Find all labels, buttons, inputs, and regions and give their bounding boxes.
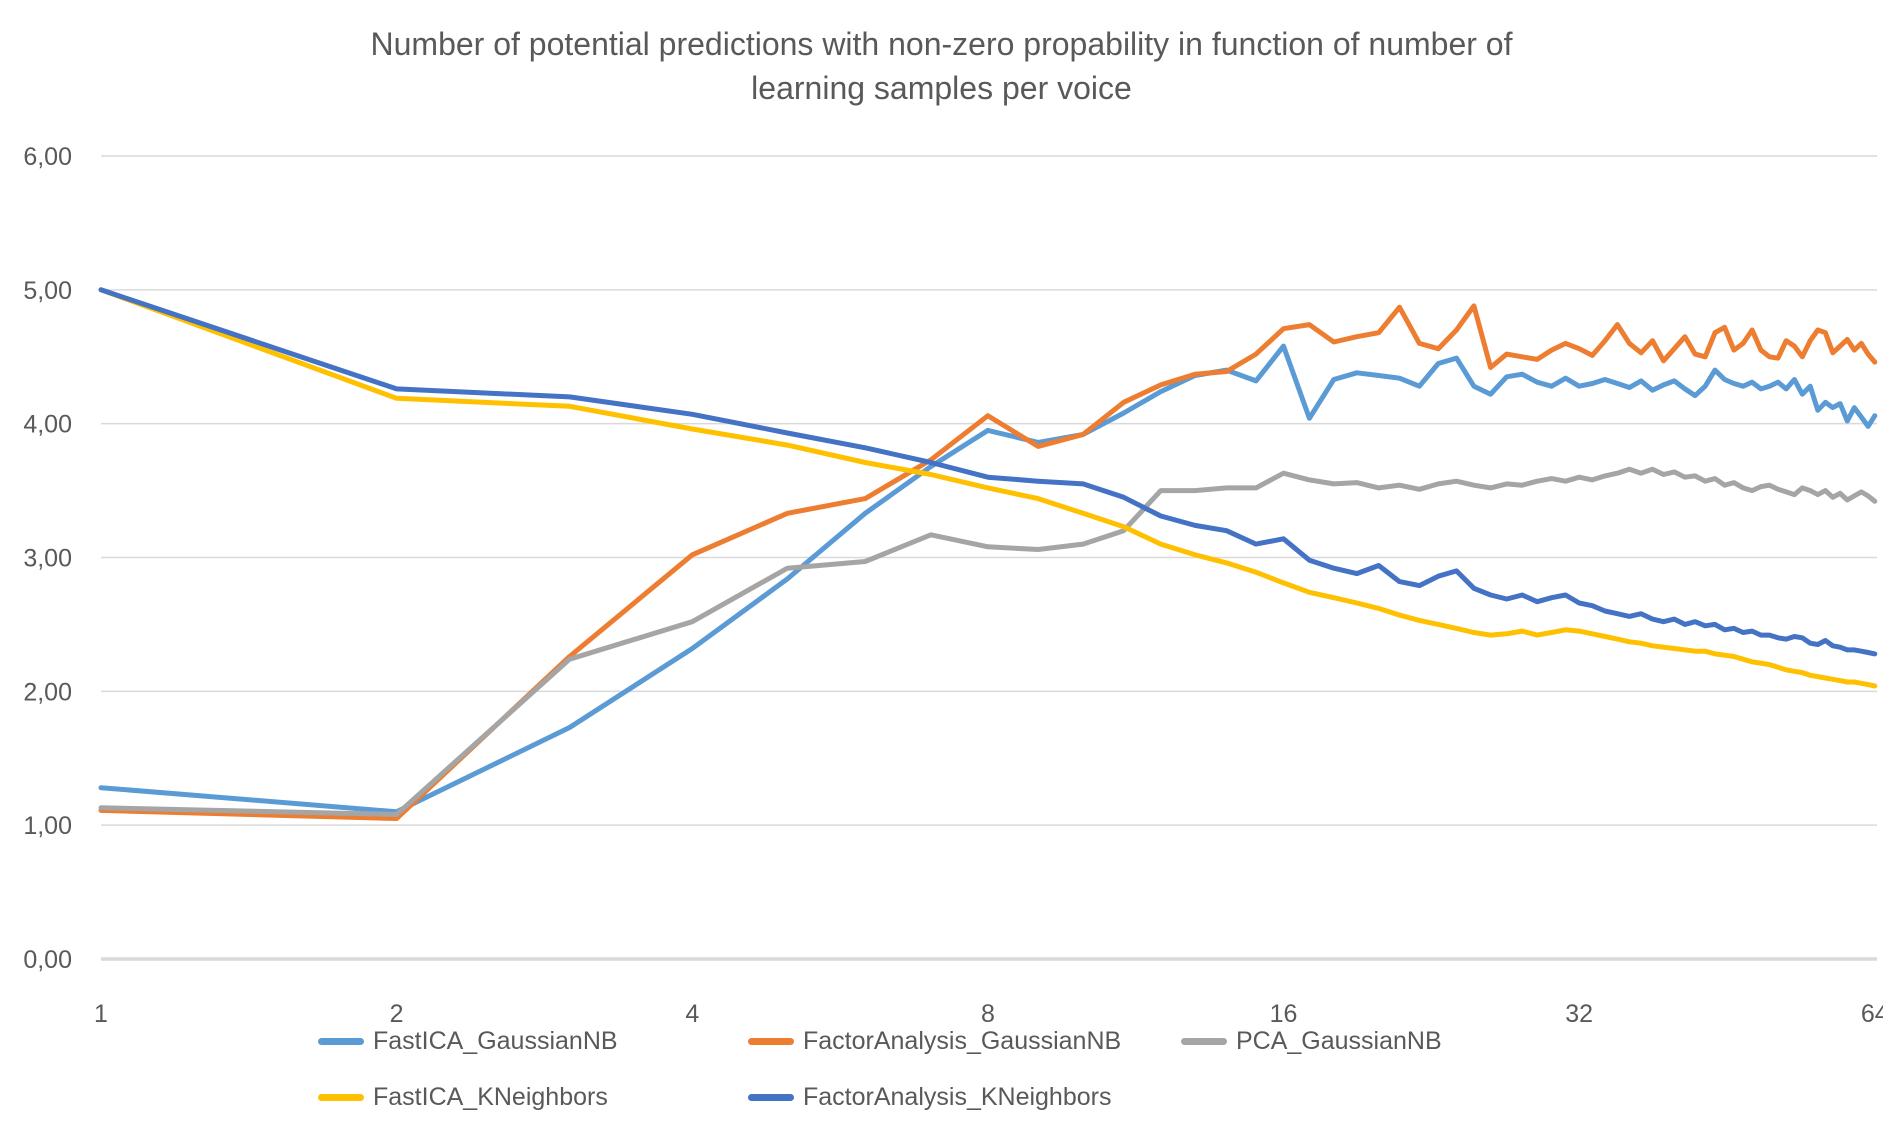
series-line-FastICA_GaussianNB (98, 343, 1878, 815)
legend-item-FastICA_GaussianNB: FastICA_GaussianNB (318, 1026, 618, 1056)
chart-title: Number of potential predictions with non… (0, 22, 1883, 110)
legend-item-label: FastICA_GaussianNB (373, 1026, 618, 1055)
series-line-FactorAnalysis_KNeighbors (98, 287, 1878, 657)
legend-item-label: FactorAnalysis_GaussianNB (803, 1026, 1122, 1055)
y-axis-tick-label: 3,00 (23, 545, 72, 573)
y-axis-tick-label: 6,00 (23, 143, 72, 171)
x-axis-tick-label: 32 (1565, 1000, 1593, 1028)
legend-line-marker-icon (748, 1037, 794, 1045)
y-axis-tick-label: 1,00 (23, 812, 72, 840)
x-axis-tick-label: 16 (1270, 1000, 1298, 1028)
series-line-PCA_GaussianNB (98, 466, 1878, 817)
legend-line-marker-icon (748, 1093, 794, 1101)
y-axis-tick-label: 4,00 (23, 411, 72, 439)
legend-item-FactorAnalysis_KNeighbors: FactorAnalysis_KNeighbors (748, 1082, 1111, 1112)
y-axis-tick-label: 0,00 (23, 946, 72, 974)
legend-item-label: PCA_GaussianNB (1236, 1026, 1442, 1055)
x-axis-tick-label: 2 (390, 1000, 404, 1028)
series-line-FactorAnalysis_GaussianNB (98, 303, 1878, 821)
legend-line-marker-icon (318, 1037, 364, 1045)
legend-item-PCA_GaussianNB: PCA_GaussianNB (1181, 1026, 1442, 1056)
x-axis-tick-label: 64 (1861, 1000, 1883, 1028)
legend-item-FactorAnalysis_GaussianNB: FactorAnalysis_GaussianNB (748, 1026, 1121, 1056)
legend-item-FastICA_KNeighbors: FastICA_KNeighbors (318, 1082, 608, 1112)
y-axis-tick-label: 5,00 (23, 277, 72, 305)
legend-line-marker-icon (318, 1093, 364, 1101)
series-line-FastICA_KNeighbors (98, 287, 1878, 689)
x-axis-tick-label: 4 (685, 1000, 699, 1028)
legend-item-label: FactorAnalysis_KNeighbors (803, 1082, 1112, 1111)
legend-line-marker-icon (1181, 1037, 1227, 1045)
chart-title-line1: Number of potential predictions with non… (370, 26, 1513, 62)
chart-title-line2: learning samples per voice (751, 70, 1132, 106)
legend-item-label: FastICA_KNeighbors (373, 1082, 608, 1111)
x-axis-tick-label: 1 (94, 1000, 108, 1028)
y-axis-tick-label: 2,00 (23, 678, 72, 706)
x-axis-tick-label: 8 (981, 1000, 995, 1028)
